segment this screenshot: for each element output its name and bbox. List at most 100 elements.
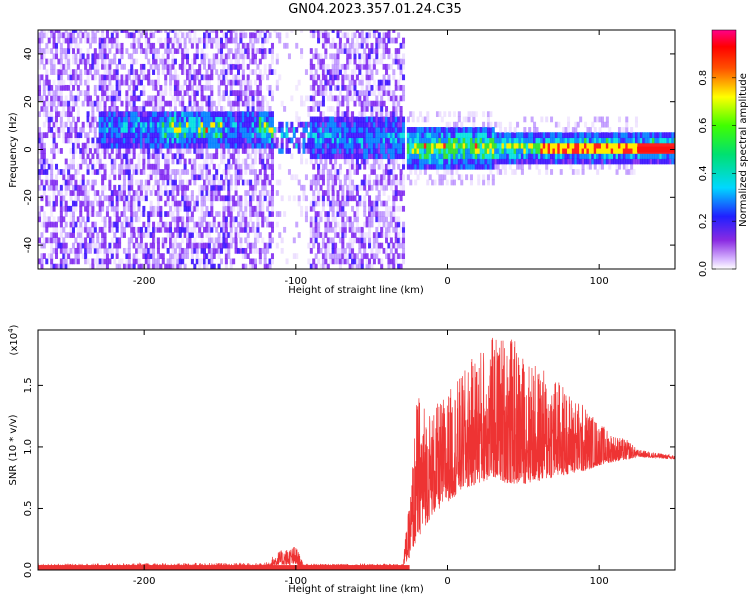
heatmap-cell [132, 127, 136, 133]
heatmap-cell [278, 74, 282, 81]
heatmap-cell [200, 237, 204, 244]
heatmap-cell [113, 30, 117, 33]
heatmap-cell [331, 242, 335, 249]
heatmap-cell [336, 42, 340, 49]
heatmap-cell [389, 116, 393, 123]
heatmap-cell [348, 127, 352, 133]
heatmap-cell [341, 63, 345, 70]
heatmap-cell [312, 90, 316, 96]
heatmap-cell [50, 90, 54, 96]
heatmap-cell [210, 37, 214, 44]
heatmap-cell [54, 111, 59, 118]
heatmap-cell [152, 184, 156, 191]
heatmap-cell [120, 137, 124, 144]
heatmap-cell [249, 32, 253, 39]
heatmap-cell [74, 127, 78, 133]
heatmap-cell [173, 169, 177, 175]
heatmap-cell [312, 63, 316, 70]
heatmap-cell [152, 153, 156, 160]
heatmap-cell [198, 137, 202, 144]
heatmap-cell [71, 200, 75, 207]
heatmap-cell [351, 137, 355, 144]
heatmap-cell [266, 200, 270, 207]
heatmap-cell [314, 200, 318, 207]
heatmap-cell [358, 263, 362, 269]
heatmap-cell [173, 121, 177, 128]
heatmap-cell [52, 37, 56, 44]
heatmap-cell [353, 100, 357, 107]
heatmap-cell [554, 132, 558, 139]
heatmap-cell [205, 184, 209, 191]
heatmap-cell [113, 163, 117, 170]
heatmap-cell [564, 132, 568, 139]
heatmap-cell [234, 184, 238, 191]
heatmap-cell [159, 216, 163, 223]
heatmap-cell [50, 237, 54, 244]
heatmap-cell [212, 111, 216, 118]
heatmap-cell [338, 90, 342, 96]
heatmap-cell [161, 111, 165, 118]
heatmap-cell [103, 253, 107, 259]
heatmap-cell [351, 253, 355, 259]
heatmap-cell [203, 127, 207, 133]
heatmap-cell [314, 211, 318, 217]
heatmap-cell [67, 58, 71, 65]
heatmap-cell [370, 84, 374, 91]
heatmap-cell [280, 195, 284, 202]
heatmap-cell [314, 184, 318, 191]
heatmap-cell [86, 121, 90, 128]
heatmap-cell [103, 163, 107, 170]
heatmap-cell [440, 158, 444, 165]
heatmap-cell [385, 211, 389, 217]
heatmap-cell [300, 142, 304, 149]
heatmap-cell [81, 121, 85, 128]
heatmap-cell [307, 148, 311, 154]
heatmap-cell [435, 127, 439, 133]
heatmap-cell [266, 127, 270, 133]
heatmap-cell [336, 111, 340, 118]
heatmap-cell [438, 137, 442, 144]
heatmap-cell [135, 242, 139, 249]
heatmap-cell [319, 111, 323, 118]
heatmap-cell [312, 95, 316, 102]
heatmap-cell [261, 247, 265, 254]
heatmap-cell [268, 242, 272, 249]
heatmap-cell [414, 148, 418, 154]
heatmap-cell [399, 263, 403, 269]
heatmap-cell [338, 211, 342, 217]
heatmap-cell [147, 58, 151, 65]
heatmap-cell [50, 32, 54, 39]
heatmap-cell [110, 158, 114, 165]
heatmap-cell [370, 111, 374, 118]
heatmap-cell [40, 142, 44, 149]
heatmap-cell [147, 127, 151, 133]
heatmap-cell [86, 179, 90, 186]
heatmap-cell [360, 90, 364, 96]
heatmap-cell [152, 221, 156, 228]
heatmap-cell [389, 148, 393, 154]
heatmap-cell [268, 174, 272, 181]
heatmap-cell [186, 247, 190, 254]
heatmap-cell [96, 153, 100, 160]
heatmap-cell [295, 253, 299, 259]
heatmap-cell [491, 137, 495, 144]
heatmap-cell [467, 116, 471, 123]
heatmap-cell [76, 132, 80, 139]
heatmap-cell [86, 74, 90, 81]
heatmap-cell [164, 90, 168, 96]
heatmap-cell [479, 137, 483, 144]
heatmap-cell [166, 132, 170, 139]
heatmap-cell [270, 153, 274, 160]
heatmap-cell [375, 69, 379, 75]
heatmap-cell [178, 100, 182, 107]
heatmap-cell [353, 121, 357, 128]
heatmap-cell [375, 111, 379, 118]
heatmap-cell [358, 121, 362, 128]
heatmap-cell [207, 74, 211, 81]
heatmap-cell [326, 153, 330, 160]
heatmap-cell [135, 37, 139, 44]
heatmap-cell [207, 30, 211, 33]
heatmap-cell [71, 53, 75, 60]
heatmap-cell [171, 158, 175, 165]
heatmap-cell [380, 121, 384, 128]
